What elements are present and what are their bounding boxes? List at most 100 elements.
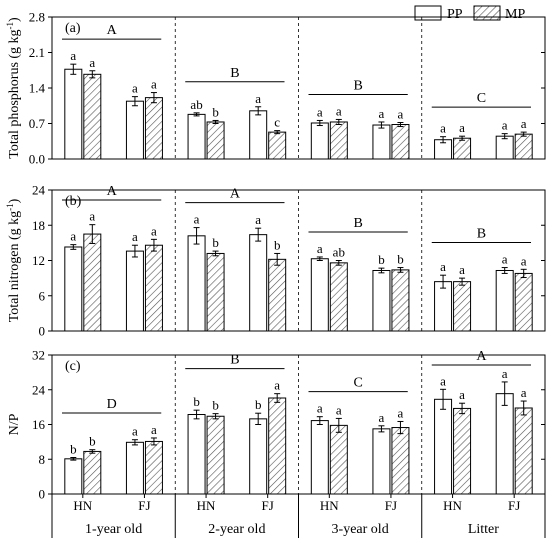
y-axis-label-main: Total nitrogen (g kg — [7, 211, 22, 322]
x-tick-label: HN — [197, 498, 216, 513]
significance-letter: a — [398, 106, 404, 121]
significance-letter: b — [212, 235, 219, 250]
significance-letter: b — [70, 442, 77, 457]
y-tick-label: 0 — [39, 487, 46, 502]
significance-letter: a — [379, 106, 385, 121]
group-letter: B — [230, 66, 239, 81]
y-axis-label: N/P — [7, 413, 22, 435]
significance-letter: c — [274, 115, 280, 130]
x-group-label: 1-year old — [85, 522, 142, 537]
bar-mp — [206, 252, 225, 332]
panel-letter: (a) — [65, 21, 81, 36]
y-axis-label: Total nitrogen (g kg-1) — [5, 198, 22, 322]
significance-letter: b — [255, 397, 262, 412]
significance-letter: a — [521, 116, 527, 131]
bar-pp — [64, 246, 83, 332]
significance-letter: a — [502, 366, 508, 381]
significance-letter: a — [336, 402, 342, 417]
group-letter: D — [107, 397, 117, 412]
legend-label-mp: MP — [505, 7, 525, 22]
y-axis-label-superscript: -1 — [5, 22, 15, 30]
x-tick-label: FJ — [138, 498, 150, 513]
chart-panel: 0.0 0.7 1.4 2.1 2.8 Total phosphorus (g kg-1)… — [5, 10, 546, 167]
bar-mp — [144, 244, 163, 332]
bar-mp — [391, 427, 410, 495]
significance-letter: a — [317, 401, 323, 416]
significance-letter: a — [459, 387, 465, 402]
bar-pp — [310, 258, 329, 332]
x-tick-label: FJ — [508, 498, 520, 513]
bar-pp — [310, 122, 329, 160]
y-tick-label: 0.7 — [29, 116, 46, 131]
y-tick-label: 6 — [39, 288, 46, 303]
bar-pp — [249, 110, 268, 160]
y-tick-label: 2.8 — [29, 10, 45, 25]
significance-letter: a — [317, 104, 323, 119]
significance-letter: a — [151, 223, 157, 238]
y-tick-label: 12 — [32, 253, 45, 268]
significance-letter: b — [378, 252, 385, 267]
bar-mp — [329, 424, 348, 495]
significance-letter: b — [212, 104, 219, 119]
bar-mp — [83, 450, 102, 495]
legend-swatch-mp — [473, 5, 501, 21]
bar-mp — [329, 262, 348, 332]
significance-letter: a — [440, 259, 446, 274]
y-tick-label: 16 — [32, 417, 46, 432]
legend-label-pp: PP — [447, 7, 463, 22]
group-letter: B — [353, 78, 362, 93]
significance-letter: a — [255, 91, 261, 106]
x-group-label: 3-year old — [332, 522, 389, 537]
bar-pp — [187, 235, 206, 332]
bar-mp — [144, 440, 163, 495]
significance-letter: a — [70, 48, 76, 63]
significance-letter: a — [151, 422, 157, 437]
y-tick-label: 0.0 — [29, 152, 45, 167]
bar-mp — [391, 269, 410, 332]
significance-letter: a — [70, 229, 76, 244]
bar-mp — [514, 407, 533, 495]
bar-mp — [329, 121, 348, 160]
bar-pp — [125, 441, 144, 495]
y-tick-label: 0 — [39, 324, 46, 339]
significance-letter: ab — [190, 97, 202, 112]
bar-pp — [187, 414, 206, 495]
bar-pp — [372, 269, 391, 332]
bar-pp — [372, 124, 391, 160]
group-letter: A — [230, 187, 241, 202]
y-tick-label: 1.4 — [29, 81, 46, 96]
bar-pp — [495, 135, 514, 160]
significance-letter: a — [502, 252, 508, 267]
significance-letter: a — [132, 81, 138, 96]
panel-letter: (b) — [65, 194, 82, 209]
bar-pp — [372, 428, 391, 495]
group-letter: C — [477, 91, 486, 106]
significance-letter: a — [440, 121, 446, 136]
significance-letter: ab — [333, 245, 345, 260]
significance-letter: a — [521, 253, 527, 268]
significance-letter: b — [193, 394, 200, 409]
bar-mp — [453, 407, 472, 495]
bar-pp — [125, 250, 144, 332]
group-letter: B — [230, 353, 239, 368]
bar-mp — [453, 137, 472, 160]
significance-letter: a — [336, 103, 342, 118]
bar-mp — [206, 121, 225, 160]
bar-mp — [268, 258, 287, 332]
significance-letter: a — [151, 77, 157, 92]
bar-mp — [453, 281, 472, 332]
group-letter: A — [476, 349, 487, 364]
bar-mp — [391, 124, 410, 160]
bar-mp — [83, 73, 102, 160]
x-group-label: Litter — [468, 522, 499, 537]
significance-letter: a — [132, 424, 138, 439]
bar-pp — [64, 68, 83, 160]
panel-letter: (c) — [65, 359, 81, 374]
bar-mp — [144, 97, 163, 160]
significance-letter: a — [502, 118, 508, 133]
significance-letter: a — [89, 209, 95, 224]
y-tick-label: 24 — [32, 382, 46, 397]
y-tick-label: 32 — [32, 348, 45, 363]
